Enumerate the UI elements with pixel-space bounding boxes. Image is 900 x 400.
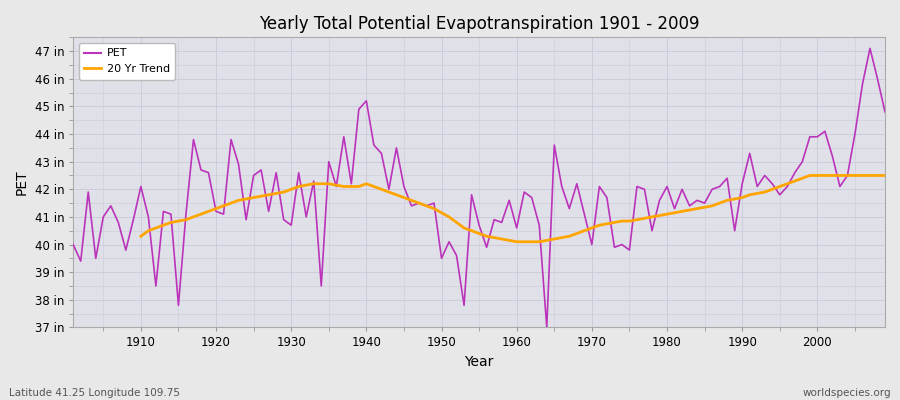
Y-axis label: PET: PET <box>15 170 29 195</box>
Text: Latitude 41.25 Longitude 109.75: Latitude 41.25 Longitude 109.75 <box>9 388 180 398</box>
X-axis label: Year: Year <box>464 355 494 369</box>
Title: Yearly Total Potential Evapotranspiration 1901 - 2009: Yearly Total Potential Evapotranspiratio… <box>259 15 699 33</box>
Text: worldspecies.org: worldspecies.org <box>803 388 891 398</box>
Legend: PET, 20 Yr Trend: PET, 20 Yr Trend <box>79 43 176 80</box>
